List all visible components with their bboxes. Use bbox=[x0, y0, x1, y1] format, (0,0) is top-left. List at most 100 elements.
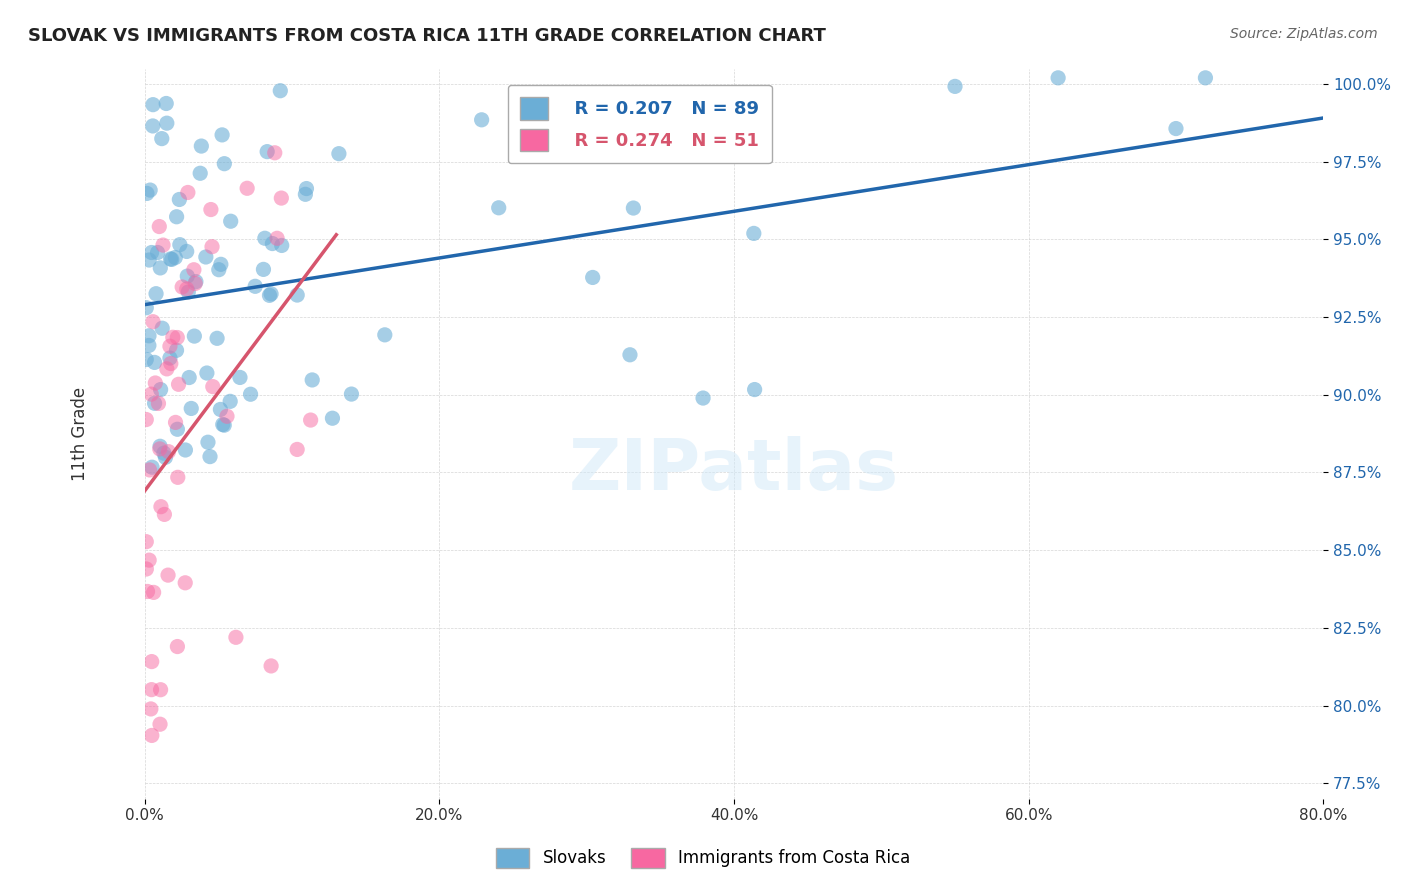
Immigrants from Costa Rica bbox=[167, 377, 190, 392]
Immigrants from Costa Rica bbox=[270, 191, 292, 205]
Immigrants from Costa Rica bbox=[215, 409, 238, 424]
Slovaks bbox=[621, 201, 644, 215]
Immigrants from Costa Rica bbox=[183, 262, 205, 277]
Immigrants from Costa Rica bbox=[159, 339, 181, 353]
Y-axis label: 11th Grade: 11th Grade bbox=[72, 386, 89, 481]
Immigrants from Costa Rica bbox=[152, 238, 174, 252]
Slovaks bbox=[149, 260, 172, 275]
Slovaks bbox=[184, 275, 207, 289]
Slovaks bbox=[209, 257, 232, 271]
Slovaks bbox=[150, 321, 173, 335]
Legend:   R = 0.207   N = 89,   R = 0.274   N = 51: R = 0.207 N = 89, R = 0.274 N = 51 bbox=[508, 85, 772, 163]
Immigrants from Costa Rica bbox=[299, 413, 322, 427]
Slovaks bbox=[176, 244, 198, 259]
Slovaks bbox=[212, 418, 235, 433]
Slovaks bbox=[180, 401, 202, 416]
Slovaks bbox=[1164, 121, 1187, 136]
Text: ZIPatlas: ZIPatlas bbox=[569, 435, 898, 505]
Slovaks bbox=[328, 146, 350, 161]
Slovaks bbox=[619, 348, 641, 362]
Immigrants from Costa Rica bbox=[142, 585, 165, 599]
Slovaks bbox=[340, 387, 363, 401]
Slovaks bbox=[146, 245, 169, 260]
Legend: Slovaks, Immigrants from Costa Rica: Slovaks, Immigrants from Costa Rica bbox=[489, 841, 917, 875]
Slovaks bbox=[211, 128, 233, 142]
Immigrants from Costa Rica bbox=[141, 728, 163, 742]
Immigrants from Costa Rica bbox=[172, 280, 194, 294]
Slovaks bbox=[177, 285, 200, 299]
Slovaks bbox=[259, 288, 281, 302]
Slovaks bbox=[294, 187, 316, 202]
Slovaks bbox=[252, 262, 274, 277]
Slovaks bbox=[169, 237, 191, 252]
Slovaks bbox=[262, 236, 284, 251]
Immigrants from Costa Rica bbox=[157, 568, 180, 582]
Immigrants from Costa Rica bbox=[135, 412, 157, 426]
Slovaks bbox=[141, 245, 163, 260]
Slovaks bbox=[321, 411, 343, 425]
Text: SLOVAK VS IMMIGRANTS FROM COSTA RICA 11TH GRADE CORRELATION CHART: SLOVAK VS IMMIGRANTS FROM COSTA RICA 11T… bbox=[28, 27, 825, 45]
Slovaks bbox=[149, 439, 172, 453]
Slovaks bbox=[211, 417, 233, 432]
Slovaks bbox=[219, 394, 242, 409]
Slovaks bbox=[141, 460, 163, 475]
Slovaks bbox=[150, 131, 173, 145]
Slovaks bbox=[159, 351, 181, 365]
Slovaks bbox=[142, 119, 165, 133]
Immigrants from Costa Rica bbox=[135, 562, 157, 576]
Immigrants from Costa Rica bbox=[141, 387, 163, 401]
Text: Source: ZipAtlas.com: Source: ZipAtlas.com bbox=[1230, 27, 1378, 41]
Immigrants from Costa Rica bbox=[162, 330, 184, 344]
Slovaks bbox=[142, 97, 165, 112]
Immigrants from Costa Rica bbox=[143, 376, 166, 390]
Slovaks bbox=[198, 450, 221, 464]
Immigrants from Costa Rica bbox=[201, 379, 224, 393]
Slovaks bbox=[166, 343, 188, 358]
Immigrants from Costa Rica bbox=[135, 534, 157, 549]
Immigrants from Costa Rica bbox=[201, 240, 224, 254]
Immigrants from Costa Rica bbox=[153, 508, 176, 522]
Immigrants from Costa Rica bbox=[263, 145, 285, 160]
Immigrants from Costa Rica bbox=[260, 659, 283, 673]
Slovaks bbox=[285, 288, 308, 302]
Immigrants from Costa Rica bbox=[176, 282, 198, 296]
Immigrants from Costa Rica bbox=[200, 202, 222, 217]
Slovaks bbox=[295, 181, 318, 195]
Slovaks bbox=[143, 355, 166, 369]
Slovaks bbox=[166, 210, 188, 224]
Immigrants from Costa Rica bbox=[148, 219, 170, 234]
Slovaks bbox=[744, 383, 766, 397]
Slovaks bbox=[195, 366, 218, 380]
Slovaks bbox=[166, 422, 188, 436]
Slovaks bbox=[160, 252, 183, 267]
Slovaks bbox=[239, 387, 262, 401]
Slovaks bbox=[205, 331, 228, 345]
Slovaks bbox=[374, 327, 396, 342]
Slovaks bbox=[301, 373, 323, 387]
Slovaks bbox=[165, 251, 187, 265]
Immigrants from Costa Rica bbox=[136, 584, 159, 599]
Slovaks bbox=[1194, 70, 1216, 85]
Slovaks bbox=[260, 286, 283, 301]
Slovaks bbox=[135, 301, 157, 315]
Immigrants from Costa Rica bbox=[184, 277, 207, 291]
Immigrants from Costa Rica bbox=[236, 181, 259, 195]
Slovaks bbox=[214, 157, 236, 171]
Slovaks bbox=[174, 442, 197, 457]
Immigrants from Costa Rica bbox=[285, 442, 308, 457]
Slovaks bbox=[138, 253, 160, 268]
Immigrants from Costa Rica bbox=[149, 442, 172, 456]
Slovaks bbox=[245, 279, 267, 293]
Slovaks bbox=[253, 231, 276, 245]
Slovaks bbox=[145, 286, 167, 301]
Slovaks bbox=[538, 140, 561, 154]
Slovaks bbox=[139, 183, 162, 197]
Slovaks bbox=[692, 391, 714, 405]
Slovaks bbox=[219, 214, 242, 228]
Immigrants from Costa Rica bbox=[142, 315, 165, 329]
Immigrants from Costa Rica bbox=[149, 682, 172, 697]
Immigrants from Costa Rica bbox=[148, 396, 170, 410]
Immigrants from Costa Rica bbox=[149, 717, 172, 731]
Slovaks bbox=[179, 370, 201, 384]
Immigrants from Costa Rica bbox=[166, 640, 188, 654]
